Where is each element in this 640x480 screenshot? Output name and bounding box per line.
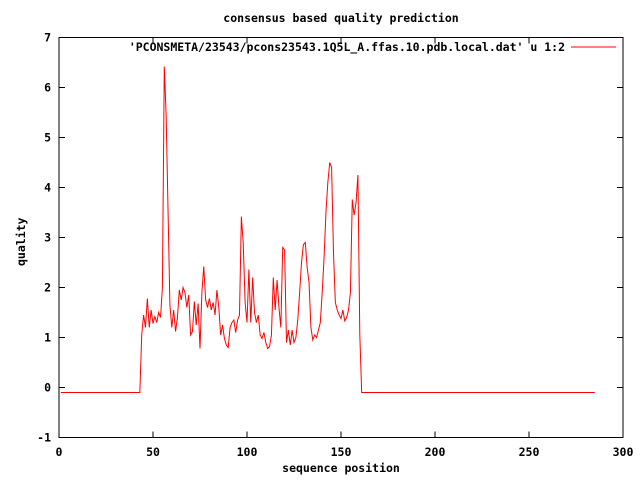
x-tick-label: 100 (237, 445, 258, 459)
y-tick-label: 4 (44, 181, 51, 195)
legend-label: 'PCONSMETA/23543/pcons23543.1Q5L_A.ffas.… (128, 40, 565, 54)
x-tick-label: 250 (519, 445, 540, 459)
x-axis-label: sequence position (282, 461, 400, 475)
chart-title: consensus based quality prediction (223, 11, 459, 25)
x-tick-label: 50 (146, 445, 160, 459)
y-tick-label: -1 (37, 431, 51, 445)
plot-border (58, 37, 624, 438)
y-tick-label: 0 (44, 381, 51, 395)
data-line-series (60, 66, 595, 393)
y-tick-label: 6 (44, 81, 51, 95)
y-tick-label: 7 (44, 31, 51, 45)
y-tick-label: 1 (44, 331, 51, 345)
x-tick-label: 300 (613, 445, 634, 459)
y-tick-label: 3 (44, 231, 51, 245)
y-tick-label: 2 (44, 281, 51, 295)
x-tick-label: 150 (331, 445, 352, 459)
x-tick-label: 0 (56, 445, 63, 459)
x-tick-label: 200 (425, 445, 446, 459)
y-tick-label: 5 (44, 131, 51, 145)
